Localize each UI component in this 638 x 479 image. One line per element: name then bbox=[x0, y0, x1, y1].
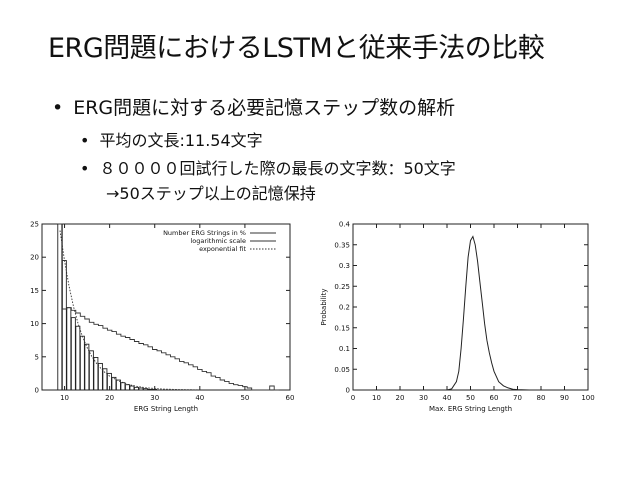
bullet-sub-longest: • ８００００回試行した際の最長の文字数：50文字 bbox=[80, 155, 456, 179]
y-tick-label: 20 bbox=[30, 254, 39, 262]
histogram-bar bbox=[66, 307, 72, 391]
histogram-bar bbox=[133, 386, 139, 391]
y-tick-label: 15 bbox=[30, 287, 39, 295]
histogram-bar bbox=[115, 379, 121, 391]
x-axis-label: ERG String Length bbox=[134, 405, 198, 413]
y-tick-label: 0.2 bbox=[339, 304, 350, 312]
bullet-sub-average-text: 平均の文長:11.54文字 bbox=[99, 131, 263, 150]
x-tick-label: 0 bbox=[351, 394, 355, 402]
histogram-bar bbox=[61, 260, 67, 391]
histogram-bar bbox=[93, 357, 99, 391]
y-tick-label: 0.1 bbox=[339, 345, 350, 353]
histogram-bar bbox=[129, 385, 135, 391]
histogram-bar bbox=[120, 382, 126, 391]
x-tick-label: 50 bbox=[466, 394, 475, 402]
y-tick-label: 0.3 bbox=[339, 262, 350, 270]
x-tick-label: 20 bbox=[396, 394, 405, 402]
x-tick-label: 100 bbox=[581, 394, 594, 402]
histogram-bar bbox=[88, 350, 94, 391]
x-tick-label: 10 bbox=[60, 394, 69, 402]
legend-label: Number ERG Strings in % bbox=[163, 229, 246, 237]
x-tick-label: 20 bbox=[105, 394, 114, 402]
y-tick-label: 0.35 bbox=[334, 241, 350, 249]
probability-chart: 0 10 20 30 40 50 60 70 80 90 100 0 0.05 0.1 0.15 0.2 0.2… bbox=[320, 221, 595, 414]
bullet-main-text: ERG問題に対する必要記憶ステップ数の解析 bbox=[73, 97, 456, 119]
histogram-bar bbox=[75, 325, 81, 391]
histogram-bar bbox=[57, 223, 63, 391]
histogram-bar bbox=[84, 343, 90, 391]
plot-frame bbox=[41, 223, 291, 391]
y-tick-label: 0.25 bbox=[334, 283, 350, 291]
bullet-mark: • bbox=[80, 159, 90, 178]
histogram-bar bbox=[143, 388, 148, 391]
histogram-bar bbox=[138, 387, 144, 391]
y-tick-label: 0.05 bbox=[334, 366, 350, 374]
x-tick-label: 90 bbox=[560, 394, 569, 402]
y-tick-label: 0 bbox=[346, 387, 350, 395]
y-tick-label: 0 bbox=[35, 387, 39, 395]
x-tick-label: 10 bbox=[372, 394, 381, 402]
histogram-bar bbox=[97, 362, 103, 391]
y-tick-label: 5 bbox=[35, 353, 39, 361]
histogram-bar bbox=[102, 368, 108, 391]
legend-label: logarithmic scale bbox=[190, 237, 246, 245]
bullet-mark: • bbox=[80, 131, 90, 150]
x-tick-label: 40 bbox=[443, 394, 452, 402]
histogram-bar bbox=[111, 376, 117, 391]
x-tick-label: 50 bbox=[240, 394, 249, 402]
histogram-bar bbox=[106, 372, 112, 391]
histogram-bar bbox=[152, 388, 157, 391]
y-tick-label: 0.15 bbox=[334, 324, 350, 332]
plot-frame bbox=[352, 223, 589, 391]
slide-title: ERG問題におけるLSTMと従来手法の比較 bbox=[48, 33, 545, 64]
x-tick-label: 80 bbox=[537, 394, 546, 402]
histogram-bar bbox=[147, 388, 153, 391]
legend-label: exponential fit bbox=[199, 245, 246, 253]
bullet-main: • ERG問題に対する必要記憶ステップ数の解析 bbox=[52, 93, 455, 120]
exponential-fit-line bbox=[59, 230, 200, 391]
histogram-bar bbox=[79, 335, 85, 391]
probability-curve bbox=[353, 235, 588, 391]
x-tick-label: 60 bbox=[490, 394, 499, 402]
bullet-mark: • bbox=[52, 97, 64, 119]
histogram-chart: 10 20 30 40 50 60 0 5 10 15 20 25 ERG String Length N… bbox=[30, 221, 295, 414]
x-tick-label: 60 bbox=[286, 394, 295, 402]
y-axis-label: Probability bbox=[320, 288, 328, 325]
histogram-bar bbox=[124, 384, 130, 391]
x-tick-label: 30 bbox=[419, 394, 428, 402]
log-scale-line bbox=[57, 223, 279, 391]
x-tick-label: 70 bbox=[513, 394, 522, 402]
bullet-conclusion: →50ステップ以上の記憶保持 bbox=[106, 184, 316, 203]
y-tick-label: 10 bbox=[30, 320, 39, 328]
x-tick-label: 30 bbox=[150, 394, 159, 402]
bullet-sub-average: • 平均の文長:11.54文字 bbox=[80, 127, 263, 151]
x-axis-label: Max. ERG String Length bbox=[429, 405, 512, 413]
x-tick-label: 40 bbox=[195, 394, 204, 402]
y-tick-label: 25 bbox=[30, 221, 39, 229]
histogram-bar bbox=[70, 317, 76, 391]
y-tick-label: 0.4 bbox=[339, 221, 351, 229]
bullet-sub-longest-text: ８００００回試行した際の最長の文字数：50文字 bbox=[99, 159, 456, 178]
